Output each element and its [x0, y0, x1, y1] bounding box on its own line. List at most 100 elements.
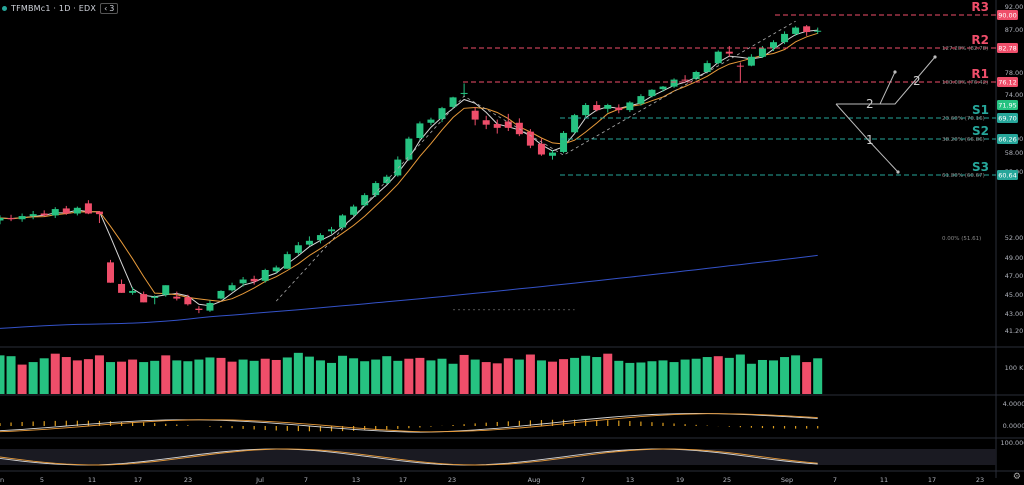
candle-body	[648, 89, 656, 97]
candle-body	[350, 206, 358, 215]
market-status-icon	[2, 6, 7, 11]
volume-bar	[315, 360, 325, 394]
candle-body	[482, 120, 490, 125]
x-tick-label: 11	[88, 476, 96, 484]
volume-bar	[769, 360, 778, 394]
candle-body	[416, 123, 424, 138]
projection-arrow-head	[893, 70, 897, 74]
volume-bar	[117, 361, 127, 394]
volume-bar	[415, 357, 425, 394]
candle-body	[250, 278, 258, 282]
volume-bar	[293, 352, 303, 394]
candle-body	[781, 33, 789, 43]
level-price-badge	[997, 113, 1018, 123]
candle-body	[493, 124, 501, 128]
fib-level-label: 100.00% (76.42)	[942, 80, 988, 86]
candle-body	[40, 213, 48, 216]
price-tick-label: 45.00	[1005, 291, 1024, 299]
volume-bar	[327, 362, 336, 394]
volume-bar	[0, 355, 5, 394]
level-price-text: 76.12	[998, 79, 1017, 87]
candle-body	[471, 110, 479, 120]
settings-gear-icon[interactable]: ⚙	[1012, 472, 1021, 482]
volume-bar	[50, 353, 60, 394]
fib-level-label: 23.60% (70.16)	[942, 116, 985, 122]
candle-body	[394, 159, 402, 176]
volume-bar	[183, 361, 193, 394]
candle-body	[228, 285, 236, 291]
volume-bar	[636, 362, 646, 394]
oscillator-tick-label: 4.0000	[1003, 400, 1024, 408]
volume-bar	[393, 360, 403, 394]
volume-bar	[382, 356, 392, 394]
candle-body	[537, 143, 545, 155]
candle-body	[770, 42, 777, 49]
volume-bar	[6, 356, 16, 394]
candle-body	[383, 176, 391, 184]
volume-bar	[448, 363, 458, 394]
candle-body	[328, 229, 335, 232]
x-tick-label: 13	[352, 476, 360, 484]
x-tick-label: 7	[304, 476, 308, 484]
candle-body	[0, 217, 4, 221]
candle-body	[560, 132, 568, 152]
candle-body	[460, 92, 468, 94]
candle-body	[29, 214, 37, 217]
price-tick-label: 58.00	[1005, 149, 1024, 157]
collapse-icon: ‹	[104, 4, 108, 13]
x-tick-label: 23	[976, 476, 984, 484]
volume-bar	[360, 361, 370, 394]
price-tick-label: 47.00	[1005, 272, 1024, 280]
level-label-s1: S1	[972, 103, 989, 117]
candle-body	[173, 296, 181, 299]
fib-level-label: 127.20% (82.78)	[942, 46, 988, 52]
volume-bar	[249, 360, 259, 394]
volume-bar	[39, 358, 49, 394]
volume-bar	[702, 357, 712, 394]
candle-body	[129, 290, 137, 293]
volume-bar	[691, 358, 701, 394]
candle-body	[714, 51, 722, 64]
candle-body	[283, 254, 291, 269]
volume-bar	[371, 359, 381, 394]
candle-body	[217, 290, 225, 299]
level-price-text: 82.78	[998, 45, 1017, 53]
symbol-title[interactable]: TFMBMc1 · 1D · EDX	[11, 4, 97, 13]
volume-bar	[559, 359, 569, 394]
candle-body	[62, 208, 70, 214]
price-tick-label: 74.00	[1005, 91, 1024, 99]
price-tick-label: 52.00	[1005, 234, 1024, 242]
candle-body	[549, 152, 556, 156]
candle-body	[272, 267, 280, 272]
volume-bar	[791, 355, 801, 394]
stoch-tick-label: 100.000	[1001, 439, 1024, 447]
candle-body	[18, 216, 26, 220]
projection-label: 1	[866, 133, 874, 147]
candle-body	[637, 96, 645, 104]
volume-bar	[802, 362, 812, 394]
volume-bar	[459, 354, 469, 394]
x-tick-label: 17	[134, 476, 142, 484]
volume-axis-label: 100 K	[1005, 364, 1024, 372]
volume-bar	[28, 362, 38, 394]
fib-level-label: 61.80% (60.67)	[942, 173, 985, 179]
candle-body	[814, 30, 822, 32]
level-price-text: 69.70	[998, 115, 1017, 123]
price-tick-label: 78.00	[1005, 69, 1024, 77]
candle-body	[339, 215, 347, 228]
volume-bar	[150, 360, 160, 394]
candle-body	[526, 131, 534, 146]
volume-bar	[713, 356, 723, 394]
candle-body	[692, 72, 700, 79]
x-tick-label: 7	[581, 476, 585, 484]
x-tick-label: n	[0, 476, 4, 484]
volume-bar	[481, 362, 491, 394]
volume-bar	[172, 360, 182, 394]
volume-bar	[216, 357, 226, 394]
indicators-toggle-button[interactable]: ‹ 3	[100, 3, 119, 14]
volume-bar	[548, 361, 557, 394]
volume-bar	[194, 359, 204, 394]
stoch-band	[0, 449, 996, 465]
ma-long-line	[0, 254, 818, 329]
